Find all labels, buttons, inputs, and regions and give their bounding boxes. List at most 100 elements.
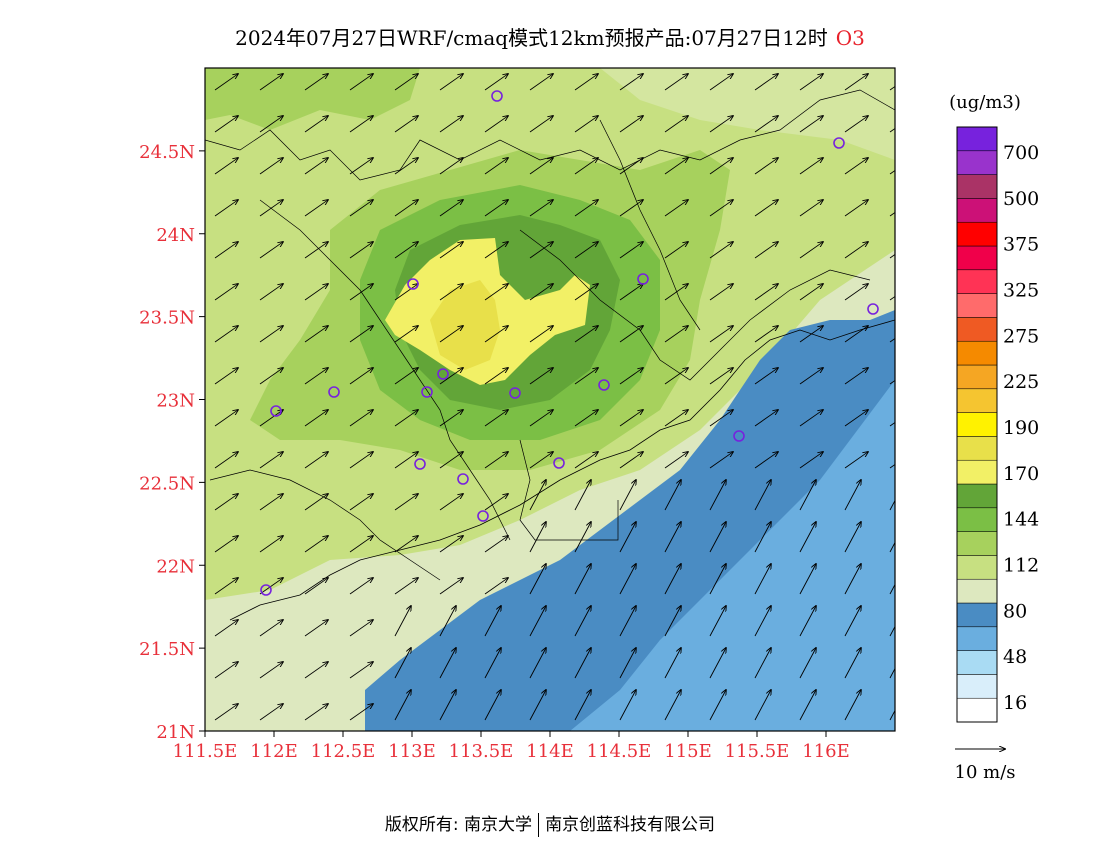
legend-unit: (ug/m3) <box>949 92 1021 113</box>
legend-swatch <box>956 436 998 461</box>
wind-arrow <box>394 368 418 385</box>
coastline <box>229 319 895 621</box>
city-marker <box>328 386 340 398</box>
wind-arrow <box>619 368 643 385</box>
wind-arrow <box>574 326 598 343</box>
wind-arrow <box>484 690 501 721</box>
city-marker <box>407 278 419 290</box>
wind-arrow <box>214 158 238 175</box>
legend-swatch <box>956 578 998 604</box>
wind-arrow <box>304 326 328 343</box>
city-marker <box>477 510 489 522</box>
wind-arrow <box>889 253 895 259</box>
wind-arrow <box>619 564 636 595</box>
wind-arrow <box>214 452 238 469</box>
wind-arrow <box>214 578 238 595</box>
city-markers <box>260 90 879 596</box>
lon-tick-label: 113E <box>388 741 436 762</box>
wind-arrow <box>844 690 861 721</box>
longitude-axis: 111.5E 112E 112.5E 113E 113.5E 114E 114.5E 115E… <box>173 731 850 762</box>
legend-label: 375 <box>1003 234 1039 256</box>
city-marker <box>437 368 449 380</box>
wind-arrow <box>619 326 643 343</box>
wind-arrow <box>574 564 591 595</box>
wind-arrow <box>754 452 778 469</box>
legend-swatch <box>956 126 998 152</box>
wind-arrow <box>664 368 688 385</box>
wind-arrow <box>754 564 771 595</box>
wind-arrow <box>664 452 688 469</box>
wind-arrow <box>754 326 778 343</box>
wind-arrow <box>799 368 823 385</box>
wind-arrow <box>349 536 373 553</box>
lon-tick-label: 112.5E <box>311 741 376 762</box>
wind-arrow <box>484 452 508 469</box>
boundary-hongkong <box>519 439 619 541</box>
wind-arrow <box>394 452 418 469</box>
wind-arrow <box>664 606 681 637</box>
wind-arrow <box>844 284 868 301</box>
wind-arrow <box>259 116 283 133</box>
wind-arrow <box>484 116 508 133</box>
legend-swatch <box>956 555 998 580</box>
wind-arrow <box>214 116 238 133</box>
wind-arrow <box>484 494 508 511</box>
wind-arrow <box>844 648 861 679</box>
wind-arrow <box>844 242 868 259</box>
wind-arrow <box>259 620 283 637</box>
lat-tick-label: 22.5N <box>139 473 195 494</box>
wind-arrow <box>439 690 456 721</box>
title-main: 2024年07月27日WRF/cmaq模式12km预报产品:07月27日12时 <box>235 26 828 50</box>
wind-arrow <box>799 690 816 721</box>
field-northwest-patch <box>205 68 420 130</box>
wind-arrow <box>349 410 373 427</box>
wind-arrow <box>709 648 726 679</box>
wind-arrow <box>709 480 726 511</box>
lon-tick-label: 112E <box>250 741 298 762</box>
legend-swatch <box>956 245 998 271</box>
footer-copyright: 版权所有: 南京大学 <box>384 815 533 835</box>
wind-arrow <box>889 463 895 469</box>
legend-swatch <box>956 269 998 294</box>
wind-arrow <box>799 326 823 343</box>
wind-arrow <box>259 452 283 469</box>
wind-arrow <box>439 284 463 301</box>
lon-tick-label: 115.5E <box>725 741 790 762</box>
wind-arrow <box>259 578 283 595</box>
wind-arrow <box>439 200 463 217</box>
wind-arrow <box>799 648 816 679</box>
lat-tick-label: 21.5N <box>139 639 195 660</box>
wind-arrow <box>574 242 598 259</box>
wind-arrow <box>529 116 553 133</box>
wind-arrow <box>889 169 895 175</box>
wind-arrow <box>439 494 463 511</box>
wind-arrow <box>394 284 418 301</box>
wind-arrow <box>574 606 591 637</box>
wind-arrow <box>394 242 418 259</box>
wind-arrow <box>664 242 688 259</box>
wind-arrow <box>304 200 328 217</box>
wind-arrow <box>889 421 895 427</box>
wind-arrow <box>304 704 328 721</box>
wind-arrow <box>394 606 411 637</box>
wind-arrow <box>574 690 591 721</box>
legend-swatch <box>956 198 998 223</box>
wind-arrow <box>664 410 688 427</box>
lat-tick-label: 24.5N <box>139 142 195 163</box>
wind-arrow <box>709 116 733 133</box>
city-marker <box>414 458 426 470</box>
wind-arrow <box>439 578 463 595</box>
wind-reference: 10 m/s <box>955 749 1016 783</box>
wind-arrow <box>304 242 328 259</box>
wind-arrow <box>484 74 508 91</box>
wind-vectors <box>214 74 895 721</box>
wind-arrow <box>889 625 895 637</box>
field-peak <box>430 280 500 370</box>
wind-arrow <box>394 326 418 343</box>
wind-arrow <box>619 690 636 721</box>
lon-tick-label: 111.5E <box>173 741 238 762</box>
wind-arrow <box>304 578 328 595</box>
wind-arrow <box>529 200 553 217</box>
legend-swatch <box>956 340 998 366</box>
lat-tick-label: 23.5N <box>139 308 195 329</box>
